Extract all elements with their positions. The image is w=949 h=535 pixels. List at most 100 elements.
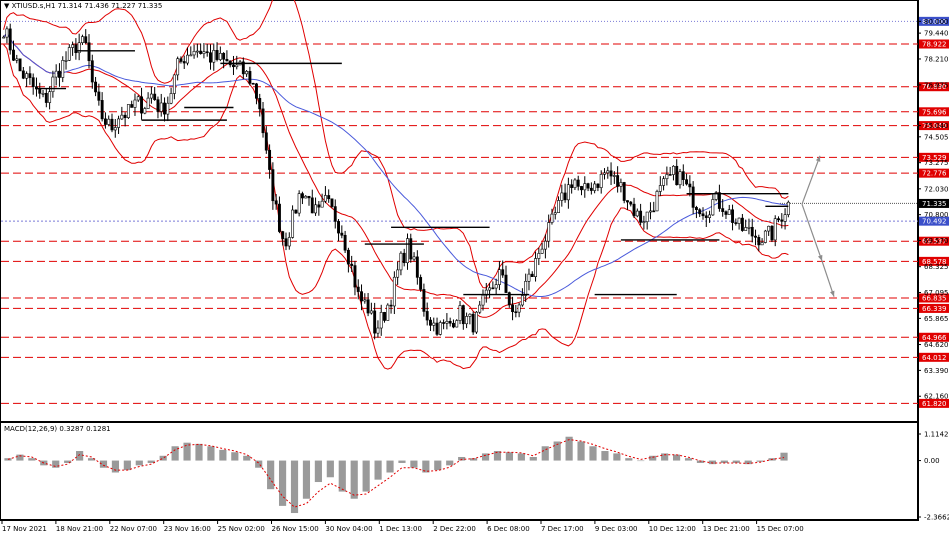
price-level-tag [919,107,949,117]
candle-body [511,304,515,313]
candle-body [287,237,291,247]
macd-histogram-bar [111,460,120,473]
price-level-tag [919,236,949,246]
candle-body [622,182,626,201]
macd-histogram-bar [613,453,621,461]
candle-body [389,304,393,307]
bollinger-bands [3,0,789,370]
candle-body [84,36,88,44]
candle-body [566,184,570,201]
price-tick-label: 68.325 [924,263,949,271]
macd-histogram-bar [147,460,155,463]
macd-histogram-bar [684,458,693,461]
candle-body [626,200,629,203]
candle-body [491,287,495,290]
collapse-triangle-icon[interactable]: ▼ [4,2,12,10]
candle-body [478,304,482,313]
chart-header: ▼ XTIUSD.s,H1 71.314 71.436 71.227 71.33… [4,2,162,10]
price-level-tag [919,152,949,162]
candle-body [369,310,373,314]
macd-histogram-bar [672,454,681,461]
candle-body [130,104,134,108]
top-price-tag-label: 80.000 [922,18,947,26]
candle-body [675,165,679,186]
price-tick-label: 65.865 [924,315,949,323]
macd-histogram-bar [446,460,454,466]
candle-body [497,269,501,285]
bearish-projection-arrow-2-head [830,290,835,297]
candle-body [599,174,603,188]
candle-body [48,91,52,103]
candle-body [671,165,675,175]
symbol-label: XTIUSD.s,H1 [12,2,56,10]
macd-histogram-bar [338,460,346,492]
candle-body [786,201,790,215]
candle-body [760,242,764,246]
time-tick-label: 25 Nov 02:00 [218,525,265,533]
candle-body [166,102,170,115]
macd-histogram-bar [16,454,24,461]
current-price-tag-label: 71.335 [922,200,947,208]
candle-body [474,311,478,333]
projection-arrows [801,155,835,297]
candle-body [777,218,780,221]
candle-body [54,70,58,78]
candle-body [422,289,426,312]
candle-body [126,104,130,118]
candle-body [488,287,492,291]
candle-body [603,172,606,175]
macd-header: MACD(12,26,9) 0.3287 0.1281 [4,425,111,433]
candle-body [681,171,685,180]
candle-body [409,238,413,260]
candle-body [255,83,258,99]
candle-body [757,237,761,246]
macd-histogram-bar [207,446,215,461]
candle-body [524,280,528,296]
candle-body [399,252,403,271]
candle-body [21,70,25,79]
time-tick-label: 22 Nov 07:00 [110,525,157,533]
bollinger-upper-band [3,0,789,289]
candle-body [133,99,137,108]
candle-body [665,174,669,180]
candle-body [327,195,331,200]
price-level-tag-label: 61.820 [922,400,947,408]
macd-histogram-bar [159,455,167,461]
candle-body [596,183,600,188]
price-level-tag-label: 69.537 [922,238,947,246]
candle-body [291,209,295,238]
price-level-tag-label: 66.835 [922,294,947,302]
candle-body [763,230,767,243]
candle-body [494,284,498,289]
candle-body [724,211,728,215]
candle-body [530,273,534,277]
candle-body [688,183,692,188]
price-level-tag-label: 78.922 [922,41,947,49]
candle-body [419,277,423,290]
candle-body [704,215,708,218]
candle-body [612,175,616,177]
candle-body [245,71,249,75]
price-level-tag [919,293,949,303]
candle-body [773,218,777,241]
macd-histogram-bar [350,460,358,499]
candle-body [310,197,314,214]
candle-body [744,227,748,231]
candle-body [580,186,583,191]
candle-body [41,92,45,95]
candle-body [264,132,268,151]
price-level-tag-label: 75.040 [922,122,947,130]
price-level-tag-label: 72.776 [922,170,947,178]
candle-body [366,299,370,314]
candle-body [356,286,360,292]
bollinger-lower-band [3,44,789,370]
moving-average-line [3,32,789,297]
bearish-projection-arrow-2 [821,260,835,297]
candle-body [199,50,203,54]
candle-body [123,114,127,118]
macd-indicator: 1.1142 0.00 -2.3662 [4,431,949,522]
candle-body [205,51,209,54]
candle-body [343,234,347,251]
time-tick-label: 17 Nov 2021 [2,525,47,533]
